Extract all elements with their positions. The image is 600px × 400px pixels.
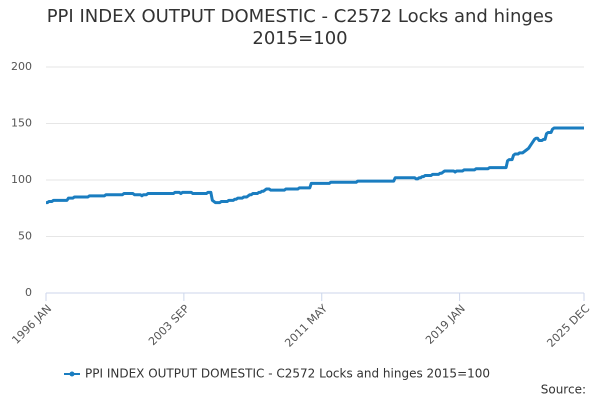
- y-tick-label: 50: [18, 230, 32, 243]
- source: Source:: [541, 383, 586, 397]
- y-tick-label: 100: [11, 173, 32, 186]
- data-line: [46, 126, 584, 205]
- legend-label: PPI INDEX OUTPUT DOMESTIC - C2572 Locks …: [85, 367, 490, 381]
- x-tick-label: 2019 JAN: [423, 302, 468, 347]
- x-tick-label: 2003 SEP: [146, 302, 192, 348]
- x-tick-label: 1996 JAN: [9, 302, 54, 347]
- y-tick-label: 150: [11, 117, 32, 130]
- legend-marker: [69, 371, 75, 377]
- y-tick-label: 200: [11, 60, 32, 73]
- chart-title: PPI INDEX OUTPUT DOMESTIC - C2572 Locks …: [46, 6, 554, 49]
- x-tick-label: 2011 MAY: [282, 302, 330, 350]
- y-tick-label: 0: [25, 286, 32, 299]
- x-tick-label: 2025 DEC: [544, 302, 592, 350]
